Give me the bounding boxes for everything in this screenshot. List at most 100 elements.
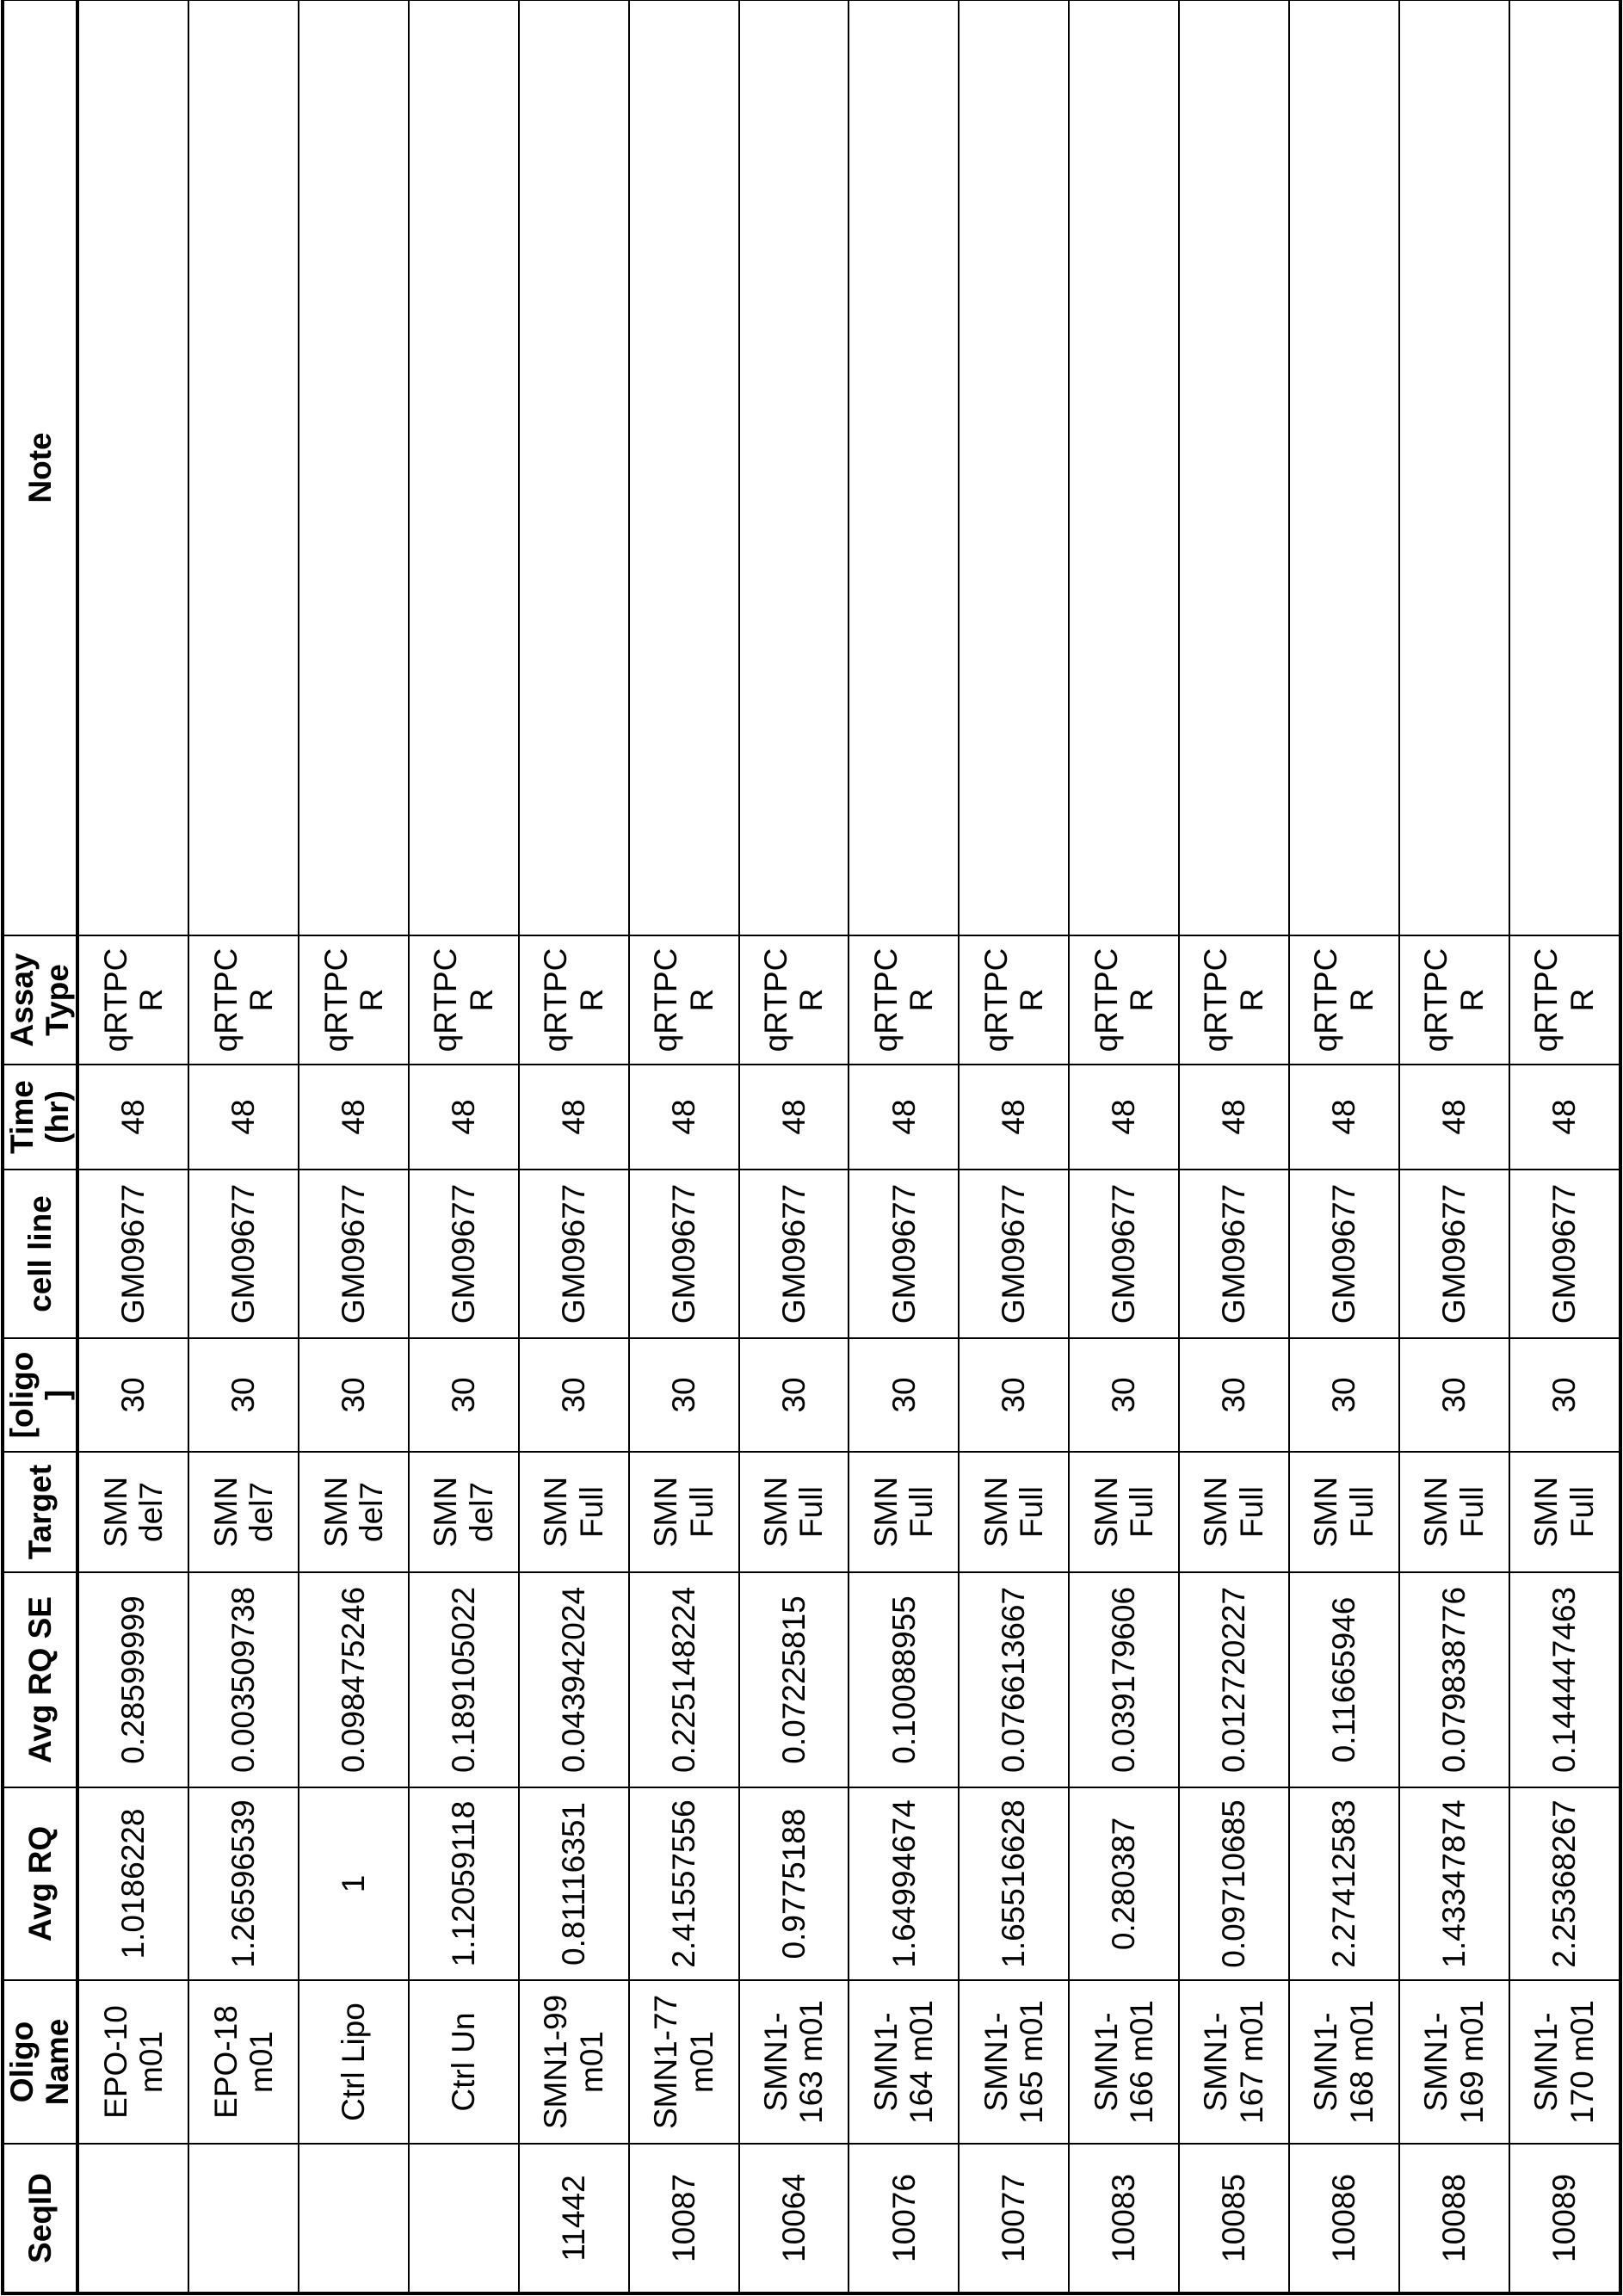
- cell-seqid: 10076: [849, 2144, 959, 2293]
- cell-seqid: 10089: [1509, 2144, 1620, 2293]
- cell-time_hr: 48: [629, 1065, 739, 1170]
- cell-seqid: [409, 2144, 519, 2293]
- cell-time_hr: 48: [1399, 1065, 1509, 1170]
- cell-avg_rq: 1.26596539: [188, 1787, 299, 1980]
- cell-cell_line: GM09677: [739, 1170, 849, 1338]
- cell-cell_line: GM09677: [849, 1170, 959, 1338]
- cell-avg_rq: 0.9775188: [739, 1787, 849, 1980]
- cell-seqid: 10086: [1289, 2144, 1399, 2293]
- cell-oligo: SMN1-168 m01: [1289, 1980, 1399, 2144]
- cell-target: SMN del7: [299, 1452, 409, 1572]
- cell-time_hr: 48: [1179, 1065, 1289, 1170]
- cell-assay: qRTPCR: [519, 935, 629, 1065]
- table-row: EPO-10 m011.01862280.28599999SMN del730G…: [77, 0, 188, 2293]
- cell-conc: 30: [1289, 1338, 1399, 1452]
- cell-assay: qRTPCR: [629, 935, 739, 1065]
- column-header-cell-line: cell line: [3, 1170, 77, 1338]
- cell-assay: qRTPCR: [299, 935, 409, 1065]
- table-row: 10086SMN1-168 m012.274125830.11665946SMN…: [1289, 0, 1399, 2293]
- table-row: 10085SMN1-167 m010.097106850.012720227SM…: [1179, 0, 1289, 2293]
- cell-cell_line: GM09677: [409, 1170, 519, 1338]
- cell-note: [959, 0, 1069, 935]
- cell-cell_line: GM09677: [1069, 1170, 1179, 1338]
- cell-conc: 30: [629, 1338, 739, 1452]
- cell-target: SMN del7: [188, 1452, 299, 1572]
- cell-avg_rq_se: 0.039179606: [1069, 1572, 1179, 1787]
- cell-target: SMN Full: [1399, 1452, 1509, 1572]
- cell-assay: qRTPCR: [188, 935, 299, 1065]
- cell-seqid: 10083: [1069, 2144, 1179, 2293]
- cell-seqid: 11442: [519, 2144, 629, 2293]
- cell-oligo: EPO-18 m01: [188, 1980, 299, 2144]
- cell-avg_rq: 2.41557556: [629, 1787, 739, 1980]
- table-body: EPO-10 m011.01862280.28599999SMN del730G…: [77, 0, 1620, 2293]
- cell-oligo: Ctrl Lipo: [299, 1980, 409, 2144]
- table-row: 10089SMN1-170 m012.253682670.144447463SM…: [1509, 0, 1620, 2293]
- cell-time_hr: 48: [1069, 1065, 1179, 1170]
- cell-time_hr: 48: [77, 1065, 188, 1170]
- cell-target: SMN Full: [739, 1452, 849, 1572]
- cell-note: [1509, 0, 1620, 935]
- cell-oligo: SMN1-163 m01: [739, 1980, 849, 2144]
- cell-avg_rq: 0.09710685: [1179, 1787, 1289, 1980]
- cell-seqid: 10088: [1399, 2144, 1509, 2293]
- cell-seqid: [77, 2144, 188, 2293]
- column-header-time-hr: Time (hr): [3, 1065, 77, 1170]
- assay-results-table: SeqID Oligo Name Avg RQ Avg RQ SE Target…: [1, 0, 1622, 2295]
- cell-cell_line: GM09677: [188, 1170, 299, 1338]
- cell-cell_line: GM09677: [299, 1170, 409, 1338]
- table-row: 10087SMN1-77 m012.415575560.225148224SMN…: [629, 0, 739, 2293]
- cell-avg_rq_se: 0.10088955: [849, 1572, 959, 1787]
- table-row: 10076SMN1-164 m011.649946740.10088955SMN…: [849, 0, 959, 2293]
- cell-note: [188, 0, 299, 935]
- cell-cell_line: GM09677: [1289, 1170, 1399, 1338]
- cell-note: [739, 0, 849, 935]
- table-row: Ctrl Un1.120591180.189105022SMN del730GM…: [409, 0, 519, 2293]
- cell-avg_rq: 0.81116351: [519, 1787, 629, 1980]
- cell-note: [409, 0, 519, 935]
- cell-cell_line: GM09677: [1179, 1170, 1289, 1338]
- cell-target: SMN Full: [1069, 1452, 1179, 1572]
- cell-target: SMN Full: [1509, 1452, 1620, 1572]
- cell-conc: 30: [188, 1338, 299, 1452]
- cell-assay: qRTPCR: [409, 935, 519, 1065]
- cell-note: [1069, 0, 1179, 935]
- cell-assay: qRTPCR: [1399, 935, 1509, 1065]
- cell-assay: qRTPCR: [1179, 935, 1289, 1065]
- cell-target: SMN Full: [519, 1452, 629, 1572]
- cell-time_hr: 48: [188, 1065, 299, 1170]
- cell-assay: qRTPCR: [849, 935, 959, 1065]
- column-header-avg-rq-se: Avg RQ SE: [3, 1572, 77, 1787]
- cell-note: [629, 0, 739, 935]
- cell-note: [1399, 0, 1509, 935]
- cell-assay: qRTPCR: [77, 935, 188, 1065]
- cell-avg_rq_se: 0.28599999: [77, 1572, 188, 1787]
- cell-oligo: SMN1-99 m01: [519, 1980, 629, 2144]
- cell-cell_line: GM09677: [959, 1170, 1069, 1338]
- column-header-avg-rq: Avg RQ: [3, 1787, 77, 1980]
- cell-avg_rq: 1: [299, 1787, 409, 1980]
- cell-assay: qRTPCR: [959, 935, 1069, 1065]
- cell-conc: 30: [739, 1338, 849, 1452]
- cell-seqid: 10064: [739, 2144, 849, 2293]
- cell-avg_rq_se: 0.003509738: [188, 1572, 299, 1787]
- cell-seqid: 10085: [1179, 2144, 1289, 2293]
- cell-conc: 30: [299, 1338, 409, 1452]
- table-row: 10064SMN1-163 m010.97751880.07225815SMN …: [739, 0, 849, 2293]
- cell-avg_rq_se: 0.07225815: [739, 1572, 849, 1787]
- cell-target: SMN del7: [77, 1452, 188, 1572]
- cell-avg_rq: 1.64994674: [849, 1787, 959, 1980]
- table-row: EPO-18 m011.265965390.003509738SMN del73…: [188, 0, 299, 2293]
- rotated-page-canvas: SeqID Oligo Name Avg RQ Avg RQ SE Target…: [0, 0, 1623, 2296]
- cell-note: [849, 0, 959, 935]
- cell-avg_rq: 1.0186228: [77, 1787, 188, 1980]
- cell-assay: qRTPCR: [1289, 935, 1399, 1065]
- cell-avg_rq: 2.25368267: [1509, 1787, 1620, 1980]
- cell-oligo: SMN1-167 m01: [1179, 1980, 1289, 2144]
- cell-seqid: 10087: [629, 2144, 739, 2293]
- cell-conc: 30: [1399, 1338, 1509, 1452]
- cell-oligo: SMN1-165 m01: [959, 1980, 1069, 2144]
- cell-avg_rq_se: 0.144447463: [1509, 1572, 1620, 1787]
- cell-note: [1179, 0, 1289, 935]
- column-header-seqid: SeqID: [3, 2144, 77, 2293]
